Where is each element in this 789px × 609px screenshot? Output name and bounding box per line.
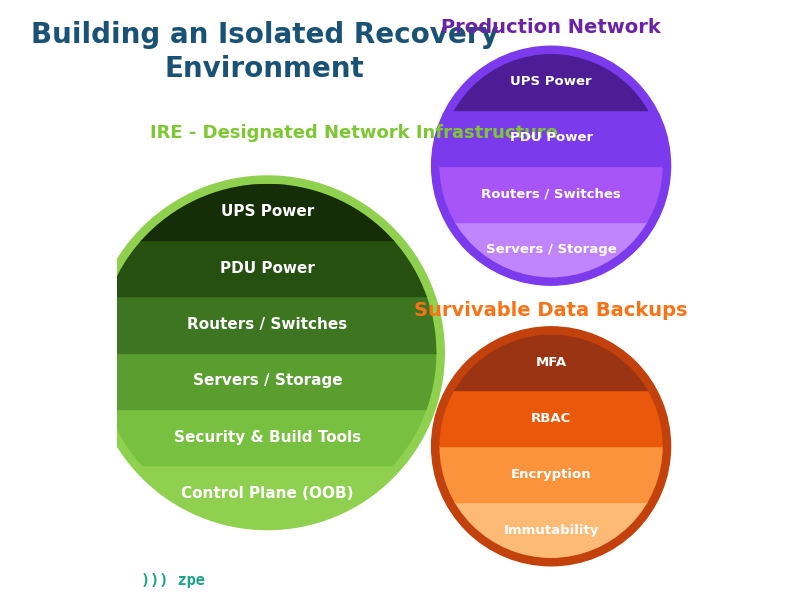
Circle shape xyxy=(432,327,671,566)
Bar xyxy=(428,446,675,502)
Text: IRE - Designated Network Infrastructure: IRE - Designated Network Infrastructure xyxy=(150,124,558,141)
Text: Security & Build Tools: Security & Build Tools xyxy=(174,430,361,445)
Bar xyxy=(428,390,675,446)
Bar xyxy=(87,184,448,240)
Bar xyxy=(428,335,675,390)
Bar xyxy=(87,409,448,465)
Text: Routers / Switches: Routers / Switches xyxy=(481,187,621,200)
Bar xyxy=(428,110,675,166)
Text: ))) zpe: ))) zpe xyxy=(140,573,204,588)
Text: Servers / Storage: Servers / Storage xyxy=(193,373,342,389)
Bar xyxy=(428,502,675,558)
Text: RBAC: RBAC xyxy=(531,412,571,425)
Text: MFA: MFA xyxy=(536,356,567,369)
Text: Control Plane (OOB): Control Plane (OOB) xyxy=(181,486,353,501)
Text: Immutability: Immutability xyxy=(503,524,599,537)
Text: Routers / Switches: Routers / Switches xyxy=(187,317,348,332)
Bar xyxy=(87,353,448,409)
Bar xyxy=(428,222,675,277)
Text: PDU Power: PDU Power xyxy=(220,261,315,276)
Bar xyxy=(87,465,448,522)
Text: UPS Power: UPS Power xyxy=(221,205,314,219)
Circle shape xyxy=(91,176,444,530)
Text: Servers / Storage: Servers / Storage xyxy=(486,243,616,256)
Text: UPS Power: UPS Power xyxy=(510,76,592,88)
Text: PDU Power: PDU Power xyxy=(510,132,593,144)
Bar xyxy=(428,54,675,110)
Text: Survivable Data Backups: Survivable Data Backups xyxy=(414,301,688,320)
Bar xyxy=(87,240,448,297)
Text: Production Network: Production Network xyxy=(441,18,661,37)
Text: Building an Isolated Recovery
Environment: Building an Isolated Recovery Environmen… xyxy=(31,21,499,83)
Bar xyxy=(87,297,448,353)
Bar xyxy=(428,166,675,222)
Circle shape xyxy=(432,46,671,285)
Text: Encryption: Encryption xyxy=(510,468,592,481)
